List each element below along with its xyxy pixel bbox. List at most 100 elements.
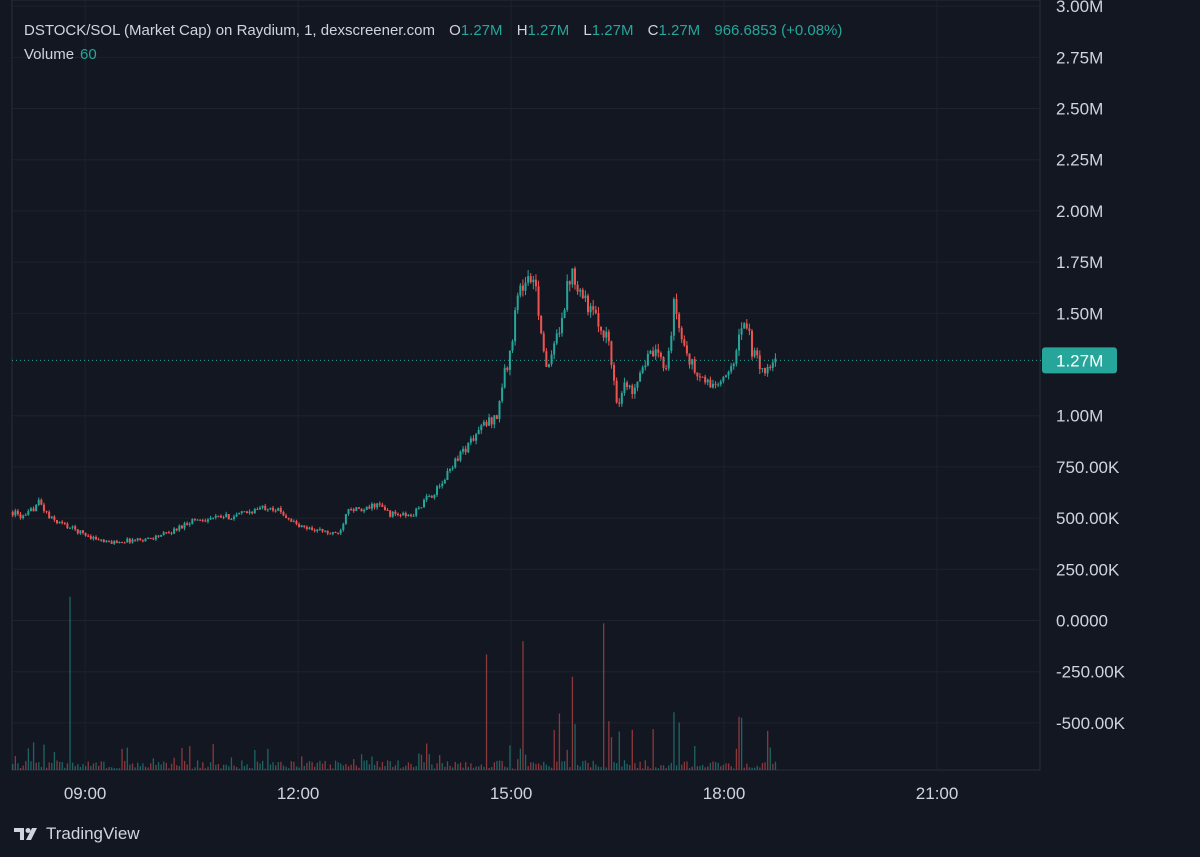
volume-bar <box>769 747 771 770</box>
candle-body <box>683 339 686 346</box>
volume-bar <box>295 766 298 770</box>
candle-body <box>618 402 621 404</box>
tradingview-brand[interactable]: TradingView <box>14 824 140 844</box>
candle-body <box>399 514 402 516</box>
candle-body <box>477 430 480 435</box>
volume-bar <box>61 761 63 770</box>
volume-bar <box>587 762 589 770</box>
candle-body <box>79 530 82 534</box>
candle-body <box>550 354 553 365</box>
y-tick-label: 500.00K <box>1056 509 1120 528</box>
candle-body <box>446 470 449 480</box>
volume-bar <box>235 766 238 770</box>
volume-bar <box>340 763 342 770</box>
volume-bar <box>64 767 66 770</box>
candle-body <box>735 350 738 364</box>
volume-bar <box>170 763 173 770</box>
volume-bar <box>113 768 115 770</box>
y-tick-label: 0.0000 <box>1056 612 1108 631</box>
candle-body <box>264 505 267 510</box>
time-axis[interactable]: 09:00 12:00 15:00 18:00 21:00 <box>64 784 958 803</box>
volume-bar <box>246 764 248 770</box>
volume-bar <box>691 766 693 770</box>
candle-body <box>706 379 709 383</box>
candle-body <box>188 523 191 525</box>
volume-bar <box>415 766 417 770</box>
candle-body <box>22 515 25 519</box>
volume-bar <box>381 761 384 770</box>
volume-bar <box>262 760 264 770</box>
candle-body <box>373 503 376 508</box>
candle-body <box>95 536 98 540</box>
candle-body <box>376 503 379 508</box>
volume-bar <box>548 766 550 770</box>
candle-body <box>649 350 652 354</box>
candle-body <box>183 523 186 529</box>
candle-body <box>532 279 535 283</box>
volume-bar <box>483 766 485 770</box>
volume-bar <box>772 763 774 770</box>
candle-body <box>251 511 254 514</box>
candle-body <box>579 289 582 292</box>
candle-body <box>279 507 282 513</box>
candle-body <box>121 541 124 543</box>
candle-body <box>730 366 733 372</box>
volume-bar <box>12 763 14 770</box>
volume-bar <box>649 768 652 770</box>
candle-body <box>381 504 384 507</box>
candle-body <box>118 541 121 544</box>
candle-body <box>81 530 84 533</box>
volume-bar <box>90 765 92 770</box>
volume-bar <box>722 764 725 770</box>
volume-bar <box>108 766 110 770</box>
candle-body <box>636 381 639 388</box>
volume-bar <box>712 761 714 770</box>
volume-bar <box>608 721 610 770</box>
candle-body <box>32 508 35 512</box>
price-axis[interactable]: 3.00M 2.75M 2.50M 2.25M 2.00M 1.75M 1.50M 1.00M… <box>1056 0 1126 733</box>
volume-bar <box>735 748 738 770</box>
volume-bar <box>118 768 121 770</box>
candle-body <box>613 364 616 381</box>
volume-bar <box>183 761 186 770</box>
volume-bar <box>709 762 712 770</box>
volume-bar <box>254 749 256 770</box>
candle-body <box>141 540 144 542</box>
volume-bar <box>634 763 636 770</box>
volume-bar <box>470 763 472 770</box>
candle-body <box>425 496 428 500</box>
candle-body <box>139 538 142 541</box>
volume-bar <box>217 764 220 770</box>
volume-bar <box>282 765 285 770</box>
candle-body <box>201 519 204 521</box>
volume-bar <box>584 760 587 770</box>
volume-bar <box>27 748 30 770</box>
candle-body <box>597 313 600 327</box>
volume-bar <box>342 765 345 770</box>
candle-body <box>488 417 491 426</box>
volume-bar <box>550 767 553 770</box>
candle-body <box>102 539 105 542</box>
volume-bar <box>126 747 128 770</box>
volume-bar <box>686 761 688 770</box>
volume-bar <box>454 761 456 770</box>
candle-body <box>360 508 363 512</box>
candle-body <box>217 515 220 517</box>
volume-bar <box>98 765 100 770</box>
volume-bar <box>618 731 620 770</box>
plot-frame <box>11 0 1041 771</box>
candle-body <box>240 511 243 514</box>
candle-body <box>235 514 238 517</box>
candle-body <box>295 521 298 525</box>
candle-body <box>753 350 756 357</box>
volume-bar <box>14 756 17 770</box>
volume-bar <box>475 766 477 770</box>
candle-body <box>131 539 134 543</box>
candle-body <box>495 415 498 419</box>
candle-body <box>571 268 574 285</box>
candle-body <box>441 483 444 487</box>
candle-body <box>498 400 501 419</box>
candle-body <box>740 328 743 335</box>
x-tick-label: 21:00 <box>916 784 959 803</box>
